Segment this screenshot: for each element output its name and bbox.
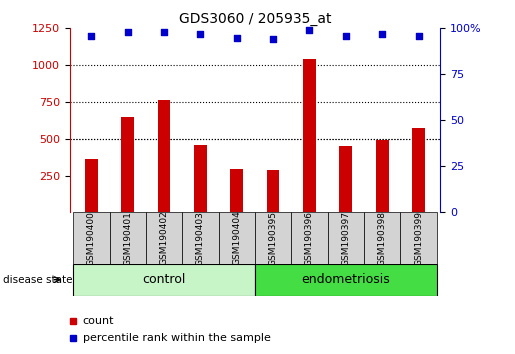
FancyBboxPatch shape: [400, 212, 437, 264]
Text: GSM190401: GSM190401: [123, 211, 132, 266]
Text: GSM190398: GSM190398: [377, 211, 387, 266]
Bar: [122, 117, 134, 212]
Text: GSM190404: GSM190404: [232, 211, 241, 266]
Point: [341, 33, 350, 39]
Text: GSM190400: GSM190400: [87, 211, 96, 266]
FancyBboxPatch shape: [73, 212, 110, 264]
Point: [160, 29, 168, 35]
Text: GSM190403: GSM190403: [196, 211, 205, 266]
Title: GDS3060 / 205935_at: GDS3060 / 205935_at: [179, 12, 331, 26]
FancyBboxPatch shape: [291, 212, 328, 264]
Bar: [267, 170, 280, 212]
FancyBboxPatch shape: [255, 212, 291, 264]
Text: GSM190395: GSM190395: [269, 211, 278, 266]
FancyBboxPatch shape: [110, 212, 146, 264]
Bar: [303, 59, 316, 212]
Text: GSM190399: GSM190399: [414, 211, 423, 266]
Bar: [230, 169, 243, 212]
FancyBboxPatch shape: [182, 212, 218, 264]
FancyBboxPatch shape: [255, 264, 437, 296]
Text: GSM190402: GSM190402: [160, 211, 168, 266]
Point: [269, 36, 277, 42]
Bar: [158, 101, 170, 212]
FancyBboxPatch shape: [73, 264, 255, 296]
Bar: [85, 159, 98, 212]
Text: control: control: [142, 273, 186, 286]
Text: percentile rank within the sample: percentile rank within the sample: [82, 333, 270, 343]
FancyBboxPatch shape: [146, 212, 182, 264]
FancyBboxPatch shape: [364, 212, 400, 264]
Point: [233, 35, 241, 40]
Bar: [376, 140, 388, 212]
Point: [378, 31, 386, 37]
FancyBboxPatch shape: [328, 212, 364, 264]
Bar: [339, 146, 352, 212]
Text: endometriosis: endometriosis: [301, 273, 390, 286]
Point: [87, 33, 95, 39]
Text: GSM190397: GSM190397: [341, 211, 350, 266]
Point: [196, 31, 204, 37]
Point: [305, 27, 314, 33]
Text: GSM190396: GSM190396: [305, 211, 314, 266]
Text: count: count: [82, 316, 114, 326]
Point: [124, 29, 132, 35]
Bar: [412, 129, 425, 212]
Bar: [194, 145, 207, 212]
FancyBboxPatch shape: [218, 212, 255, 264]
Point: [415, 33, 423, 39]
Text: disease state: disease state: [3, 275, 72, 285]
